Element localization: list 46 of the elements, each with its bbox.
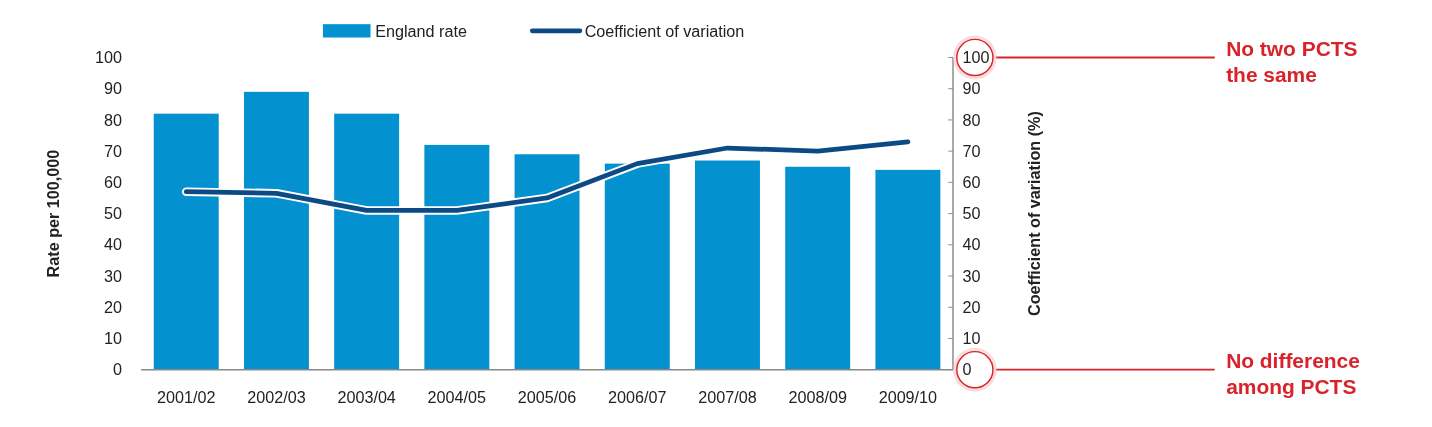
y2-tick-label: 0	[962, 360, 972, 379]
text: No two PCTS the same	[1226, 36, 1358, 87]
y-tick-label: 50	[104, 204, 123, 223]
x-tick-label: 2005/06	[517, 387, 577, 406]
x-tick-label: 2002/03	[247, 387, 306, 406]
y-tick-label: 20	[104, 297, 123, 316]
y2-tick-label: 10	[962, 329, 981, 348]
y2-axis-title: Coefficient of variation (%)	[1024, 111, 1043, 317]
text: No difference among PCTS	[1226, 348, 1360, 399]
x-tick-label: 2001/02	[157, 387, 216, 406]
y-tick-label: 10	[104, 329, 123, 348]
y2-tick-label: 70	[962, 141, 981, 160]
x-tick-label: 2009/10	[878, 387, 938, 406]
bar	[875, 169, 941, 370]
bar	[785, 166, 851, 370]
y-tick-label: 80	[104, 110, 123, 129]
bar	[424, 144, 490, 370]
y2-tick-label: 30	[962, 266, 981, 285]
x-tick-label: 2004/05	[427, 387, 487, 406]
bar	[695, 160, 760, 370]
y2-tick-label: 60	[962, 173, 981, 192]
y2-tick-label: 50	[962, 204, 981, 223]
y-tick-label: 60	[104, 173, 123, 192]
y2-tick-label: 100	[962, 48, 990, 67]
bar	[604, 163, 670, 370]
x-tick-label: 2008/09	[788, 387, 847, 406]
bar	[514, 154, 580, 370]
y-tick-label: 70	[104, 141, 123, 160]
x-tick-label: 2003/04	[337, 387, 396, 406]
y-tick-label: 90	[104, 79, 123, 98]
y-axis-title: Rate per 100,000	[44, 149, 63, 278]
y2-tick-label: 80	[962, 110, 981, 129]
y2-tick-label: 20	[962, 297, 981, 316]
x-tick-label: 2007/08	[698, 387, 757, 406]
y-tick-label: 40	[104, 235, 123, 254]
y-tick-label: 30	[104, 266, 123, 285]
y2-tick-label: 40	[962, 235, 981, 254]
y-tick-label: 0	[113, 360, 123, 379]
x-tick-label: 2006/07	[608, 387, 667, 406]
y-tick-label: 100	[95, 48, 123, 67]
bar	[243, 91, 309, 370]
y2-tick-label: 90	[962, 79, 981, 98]
bar	[334, 113, 400, 370]
legend-label: Coefficient of variation	[584, 21, 745, 40]
legend-label: England rate	[375, 21, 467, 40]
bar	[153, 113, 219, 370]
